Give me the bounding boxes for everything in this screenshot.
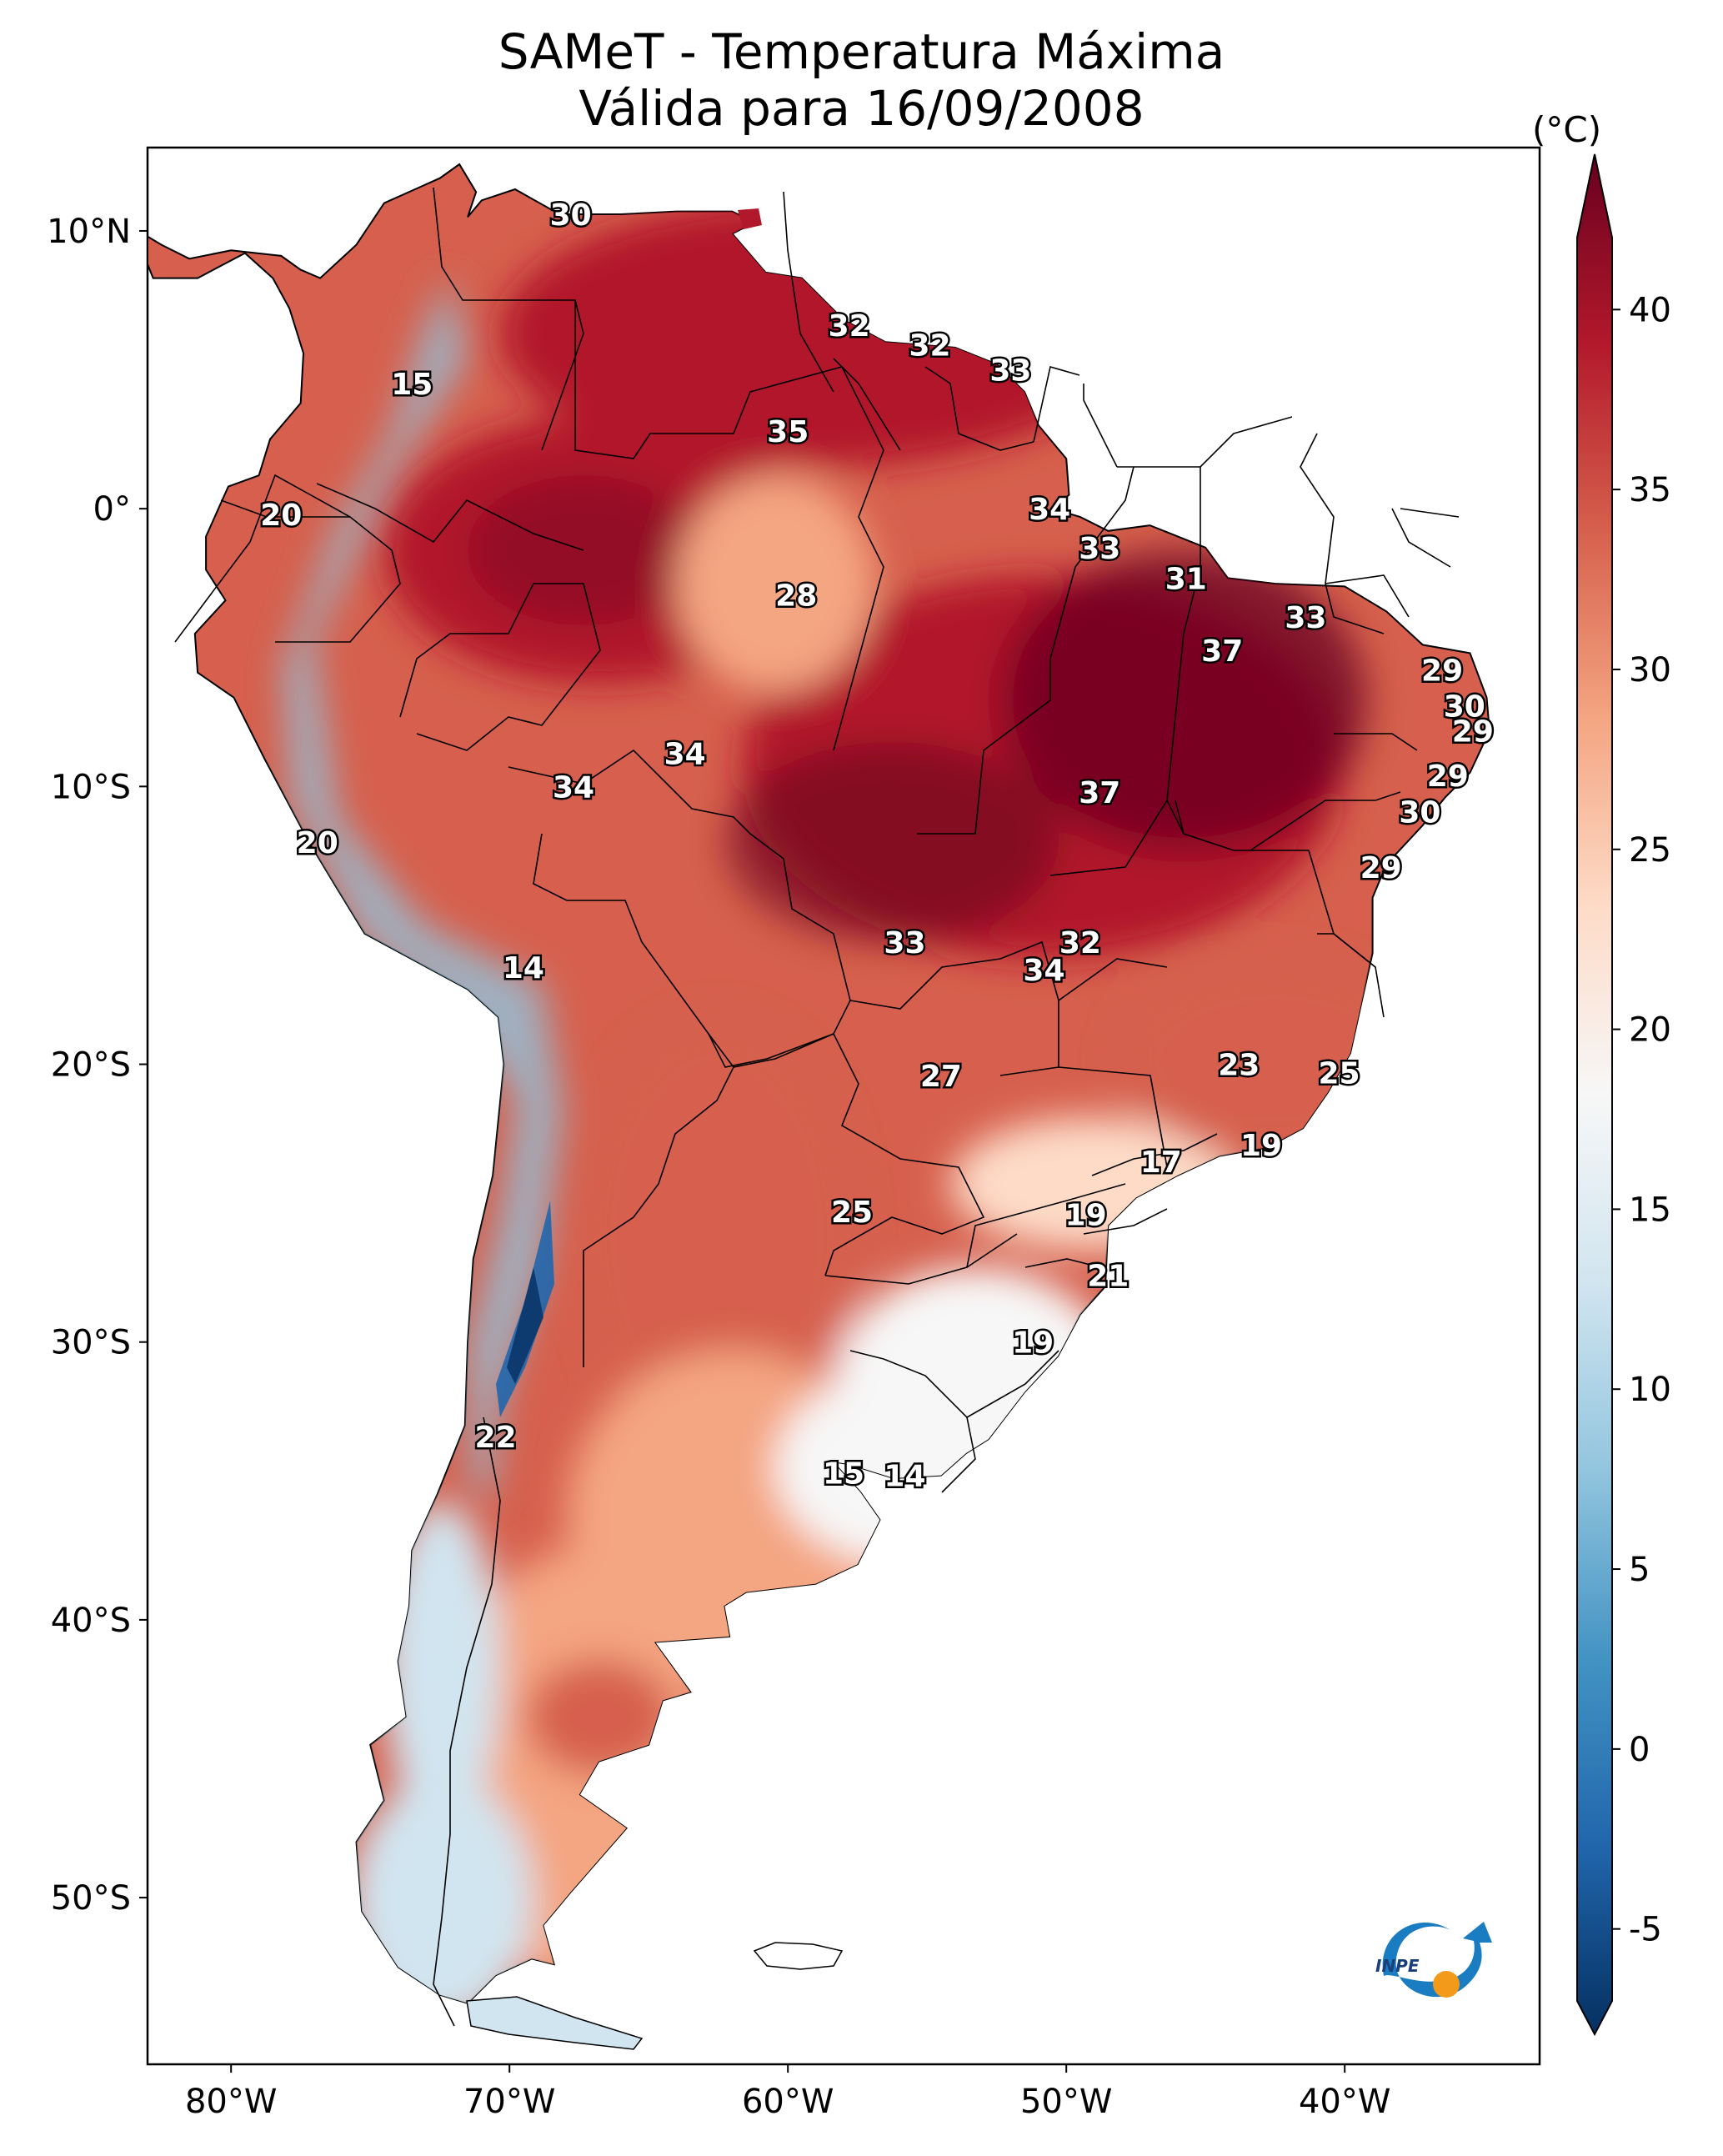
station-label: 33: [884, 926, 925, 960]
station-label: 19: [1240, 1129, 1282, 1163]
colorbar-tick-label: 15: [1629, 1191, 1671, 1229]
station-label: 19: [1012, 1326, 1054, 1361]
station-label: 14: [503, 951, 544, 985]
station-label: 29: [1421, 654, 1463, 688]
andes-cold-core-2: [507, 1267, 543, 1384]
colorbar-tick-label: 5: [1629, 1551, 1650, 1589]
colorbar-tick-label: 40: [1629, 291, 1671, 329]
station-label: 27: [920, 1060, 962, 1094]
station-label: 32: [829, 309, 870, 343]
lon-tick-label: 70°W: [463, 2083, 555, 2121]
station-label: 33: [989, 354, 1031, 389]
lat-tick-label: 50°S: [51, 1879, 131, 1918]
lat-tick-label: 30°S: [51, 1324, 131, 1362]
station-label: 29: [1452, 715, 1494, 750]
trinidad: [738, 208, 762, 229]
station-label: 21: [1087, 1260, 1129, 1294]
colorbar-tick-label: 35: [1629, 471, 1671, 509]
station-label: 29: [1360, 851, 1402, 885]
country-borders: [174, 187, 1460, 2027]
station-label: 37: [1201, 634, 1243, 669]
station-label: 25: [1318, 1057, 1360, 1091]
station-label: 37: [1079, 776, 1120, 810]
colorbar-tick-label: 25: [1629, 831, 1671, 870]
station-label: 17: [1140, 1146, 1182, 1180]
warm-patagonia: [525, 1659, 675, 1776]
colorbar: 40 35 30 25 20 15 10 5 0 -5 (°C): [1532, 109, 1671, 2037]
lat-tick-label: 0°: [93, 490, 131, 529]
colorbar-tick-label: -5: [1629, 1911, 1662, 1949]
map-title: SAMeT - Temperatura Máxima Válida para 1…: [0, 23, 1723, 137]
station-label: 35: [767, 415, 809, 449]
colorbar-tick-label: 10: [1629, 1371, 1671, 1409]
station-label: 25: [831, 1196, 873, 1230]
station-label: 34: [1029, 493, 1070, 527]
colorbar-ticks: 40 35 30 25 20 15 10 5 0 -5: [1612, 291, 1671, 1949]
lon-tick-label: 40°W: [1299, 2083, 1390, 2121]
lon-tick-label: 80°W: [185, 2083, 277, 2121]
heat-core-1: [1000, 550, 1367, 850]
station-label: 19: [1065, 1198, 1107, 1232]
longitude-axis: 80°W 70°W 60°W 50°W 40°W: [185, 2064, 1390, 2121]
falkland-islands: [753, 1942, 844, 1970]
mild-chaco: [575, 1017, 859, 1451]
station-label: 15: [391, 368, 433, 402]
logo-swoosh-icon: [1382, 1922, 1492, 1998]
cool-fueguina: [350, 1776, 533, 2003]
colorbar-body: [1576, 153, 1613, 2037]
station-label: 34: [1023, 954, 1064, 988]
station-label: 32: [1059, 926, 1101, 960]
station-label: 31: [1165, 562, 1207, 596]
andes-cold-ridge: [283, 275, 563, 1501]
station-label: 29: [1427, 760, 1469, 794]
cool-central-amazon: [675, 475, 875, 692]
colorbar-unit: (°C): [1532, 109, 1601, 150]
station-label: 34: [664, 737, 706, 771]
heat-core-2: [725, 742, 1059, 942]
station-label: 20: [297, 826, 338, 860]
logo-sun-icon: [1433, 1971, 1460, 1998]
lat-tick-label: 10°S: [51, 768, 131, 806]
lat-tick-label: 40°S: [51, 1602, 131, 1640]
station-label: 22: [474, 1421, 516, 1455]
cool-chile-south: [383, 1501, 500, 1834]
colorbar-tick-label: 0: [1629, 1731, 1650, 1769]
colorbar-tick-label: 20: [1629, 1011, 1671, 1050]
latitude-axis: 10°N 0° 10°S 20°S 30°S 40°S 50°S: [47, 213, 148, 1918]
station-label: 20: [260, 499, 302, 533]
station-label: 28: [775, 579, 817, 613]
station-label: 33: [1079, 532, 1120, 566]
station-label: 30: [550, 198, 592, 233]
logo-text: INPE: [1375, 1956, 1420, 1976]
lon-tick-label: 50°W: [1020, 2083, 1112, 2121]
title-line-2: Válida para 16/09/2008: [579, 80, 1144, 137]
temperature-field: [283, 200, 1434, 2003]
station-label: 34: [553, 770, 594, 805]
lon-tick-label: 60°W: [742, 2083, 834, 2121]
tierra-del-fuego: [466, 1996, 644, 2050]
station-label: 33: [1285, 601, 1326, 635]
continent: [147, 163, 1490, 2050]
station-label: 14: [884, 1460, 925, 1494]
colorbar-tick-label: 30: [1629, 651, 1671, 689]
lat-tick-label: 10°N: [47, 213, 131, 251]
station-label: 30: [1399, 795, 1440, 830]
title-line-1: SAMeT - Temperatura Máxima: [498, 23, 1225, 80]
inpe-logo: INPE: [1375, 1922, 1492, 1998]
station-label: 30: [1444, 690, 1485, 725]
station-label: 32: [909, 329, 950, 364]
lat-tick-label: 20°S: [51, 1046, 131, 1085]
station-label: 23: [1218, 1049, 1260, 1083]
station-label: 15: [823, 1457, 864, 1491]
